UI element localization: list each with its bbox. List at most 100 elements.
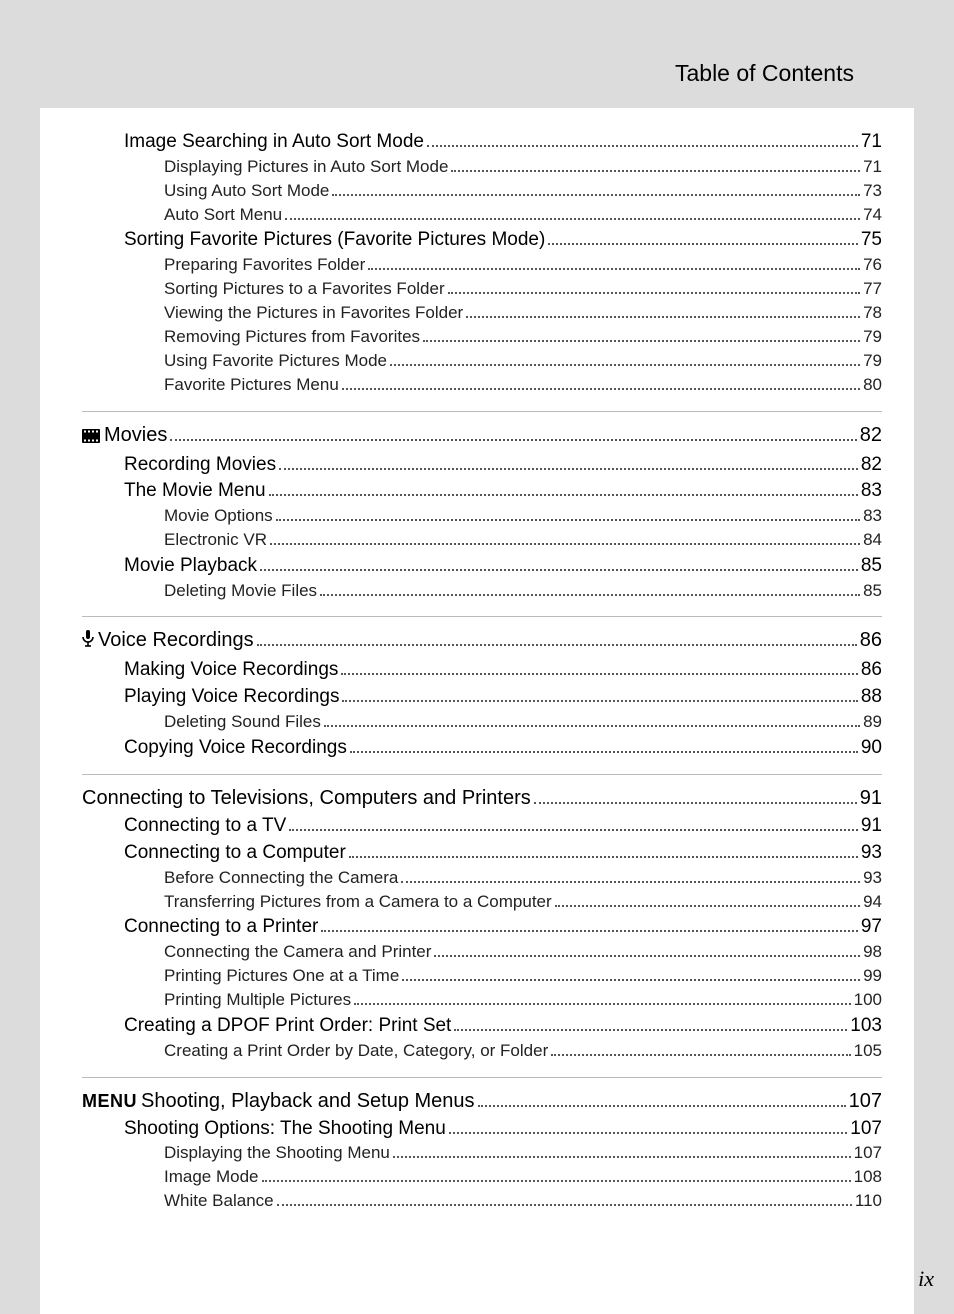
toc-entry: Sorting Pictures to a Favorites Folder77 <box>164 278 882 301</box>
toc-page: 73 <box>863 180 882 203</box>
toc-label: The Movie Menu <box>124 478 266 504</box>
toc-page: 93 <box>861 840 882 866</box>
dot-leader <box>270 543 860 545</box>
toc-entry: The Movie Menu 83 <box>124 478 882 504</box>
toc-label: Movies <box>82 422 167 451</box>
toc-label: Electronic VR <box>164 529 267 552</box>
toc-entry: Connecting the Camera and Printer98 <box>164 941 882 964</box>
toc-label: Deleting Movie Files <box>164 580 317 603</box>
toc-page: 107 <box>854 1142 882 1165</box>
toc-label: Image Searching in Auto Sort Mode <box>124 129 424 155</box>
toc-label: Shooting Options: The Shooting Menu <box>124 1116 446 1142</box>
dot-leader <box>341 673 857 675</box>
toc-section-title: Voice Recordings86 <box>82 627 882 656</box>
toc-entry: Using Favorite Pictures Mode79 <box>164 350 882 373</box>
dot-leader <box>401 881 860 883</box>
toc-entry: Printing Multiple Pictures100 <box>164 989 882 1012</box>
dot-leader <box>277 1204 852 1206</box>
dot-leader <box>276 519 860 521</box>
toc-page: 97 <box>861 914 882 940</box>
dot-leader <box>349 856 858 858</box>
toc-page: 86 <box>861 657 882 683</box>
dot-leader <box>390 364 860 366</box>
toc-entry: Using Auto Sort Mode73 <box>164 180 882 203</box>
toc-entry: Sorting Favorite Pictures (Favorite Pict… <box>124 227 882 253</box>
toc-page: 91 <box>861 813 882 839</box>
toc-page: 100 <box>854 989 882 1012</box>
toc-label: Movie Playback <box>124 553 257 579</box>
toc-section: Movies82Recording Movies82The Movie Menu… <box>82 411 882 603</box>
toc-label: Printing Pictures One at a Time <box>164 965 399 988</box>
toc-label: Creating a Print Order by Date, Category… <box>164 1040 548 1063</box>
dot-leader <box>368 268 860 270</box>
dot-leader <box>324 725 860 727</box>
dot-leader <box>434 955 860 957</box>
toc-page: 93 <box>863 867 882 890</box>
toc-entry: Removing Pictures from Favorites79 <box>164 326 882 349</box>
toc-label: Before Connecting the Camera <box>164 867 398 890</box>
toc-entry: Movie Playback 85 <box>124 553 882 579</box>
dot-leader <box>427 145 858 147</box>
dot-leader <box>342 700 857 702</box>
toc-label: Displaying the Shooting Menu <box>164 1142 390 1165</box>
toc-page: 89 <box>863 711 882 734</box>
toc-label: Viewing the Pictures in Favorites Folder <box>164 302 463 325</box>
toc-page: 79 <box>863 350 882 373</box>
table-of-contents: Image Searching in Auto Sort Mode 71 Displ… <box>82 129 882 1213</box>
dot-leader <box>289 829 858 831</box>
toc-section-title: Connecting to Televisions, Computers and… <box>82 785 882 812</box>
toc-entry: Viewing the Pictures in Favorites Folder… <box>164 302 882 325</box>
toc-page: 78 <box>863 302 882 325</box>
dot-leader <box>262 1180 851 1182</box>
toc-entry: Before Connecting the Camera 93 <box>164 867 882 890</box>
toc-entry: Auto Sort Menu74 <box>164 204 882 227</box>
toc-page: 98 <box>863 941 882 964</box>
toc-page: 83 <box>863 505 882 528</box>
toc-page: 88 <box>861 684 882 710</box>
dot-leader <box>320 594 860 596</box>
toc-page: 79 <box>863 326 882 349</box>
mic-icon <box>82 629 94 656</box>
toc-entry: Movie Options83 <box>164 505 882 528</box>
toc-label-text: Shooting, Playback and Setup Menus <box>141 1090 475 1112</box>
dot-leader <box>534 802 857 804</box>
dot-leader <box>551 1054 850 1056</box>
section-separator <box>82 411 882 412</box>
toc-page: 94 <box>863 891 882 914</box>
toc-entry: Creating a Print Order by Date, Category… <box>164 1040 882 1063</box>
dot-leader <box>454 1029 847 1031</box>
section-separator <box>82 774 882 775</box>
toc-label-text: Connecting to Televisions, Computers and… <box>82 787 531 809</box>
toc-page: 71 <box>863 156 882 179</box>
toc-page: 110 <box>855 1190 882 1213</box>
menu-text-icon: MENU <box>82 1091 137 1111</box>
dot-leader <box>279 468 858 470</box>
toc-page: 85 <box>861 553 882 579</box>
toc-label: Connecting to a TV <box>124 813 286 839</box>
toc-entry: Shooting Options: The Shooting Menu107 <box>124 1116 882 1142</box>
toc-label: MENUShooting, Playback and Setup Menus <box>82 1088 475 1115</box>
toc-page: 105 <box>854 1040 882 1063</box>
dot-leader <box>393 1156 851 1158</box>
toc-page: 108 <box>854 1166 882 1189</box>
toc-entry: Deleting Movie Files85 <box>164 580 882 603</box>
dot-leader <box>478 1105 846 1107</box>
section-separator <box>82 616 882 617</box>
toc-label: Sorting Favorite Pictures (Favorite Pict… <box>124 227 545 253</box>
movie-icon <box>82 424 100 451</box>
toc-label: Playing Voice Recordings <box>124 684 339 710</box>
toc-entry: Displaying the Shooting Menu 107 <box>164 1142 882 1165</box>
toc-entry: Printing Pictures One at a Time 99 <box>164 965 882 988</box>
toc-label: Connecting to a Computer <box>124 840 346 866</box>
toc-page: 71 <box>861 129 882 155</box>
toc-label: Preparing Favorites Folder <box>164 254 365 277</box>
dot-leader <box>332 194 860 196</box>
toc-page: 90 <box>861 735 882 761</box>
toc-page: 77 <box>863 278 882 301</box>
toc-page: 83 <box>861 478 882 504</box>
toc-page: 86 <box>860 627 882 654</box>
dot-leader <box>260 569 858 571</box>
toc-page: 99 <box>863 965 882 988</box>
toc-section: Image Searching in Auto Sort Mode71Displ… <box>82 129 882 397</box>
dot-leader <box>548 243 858 245</box>
